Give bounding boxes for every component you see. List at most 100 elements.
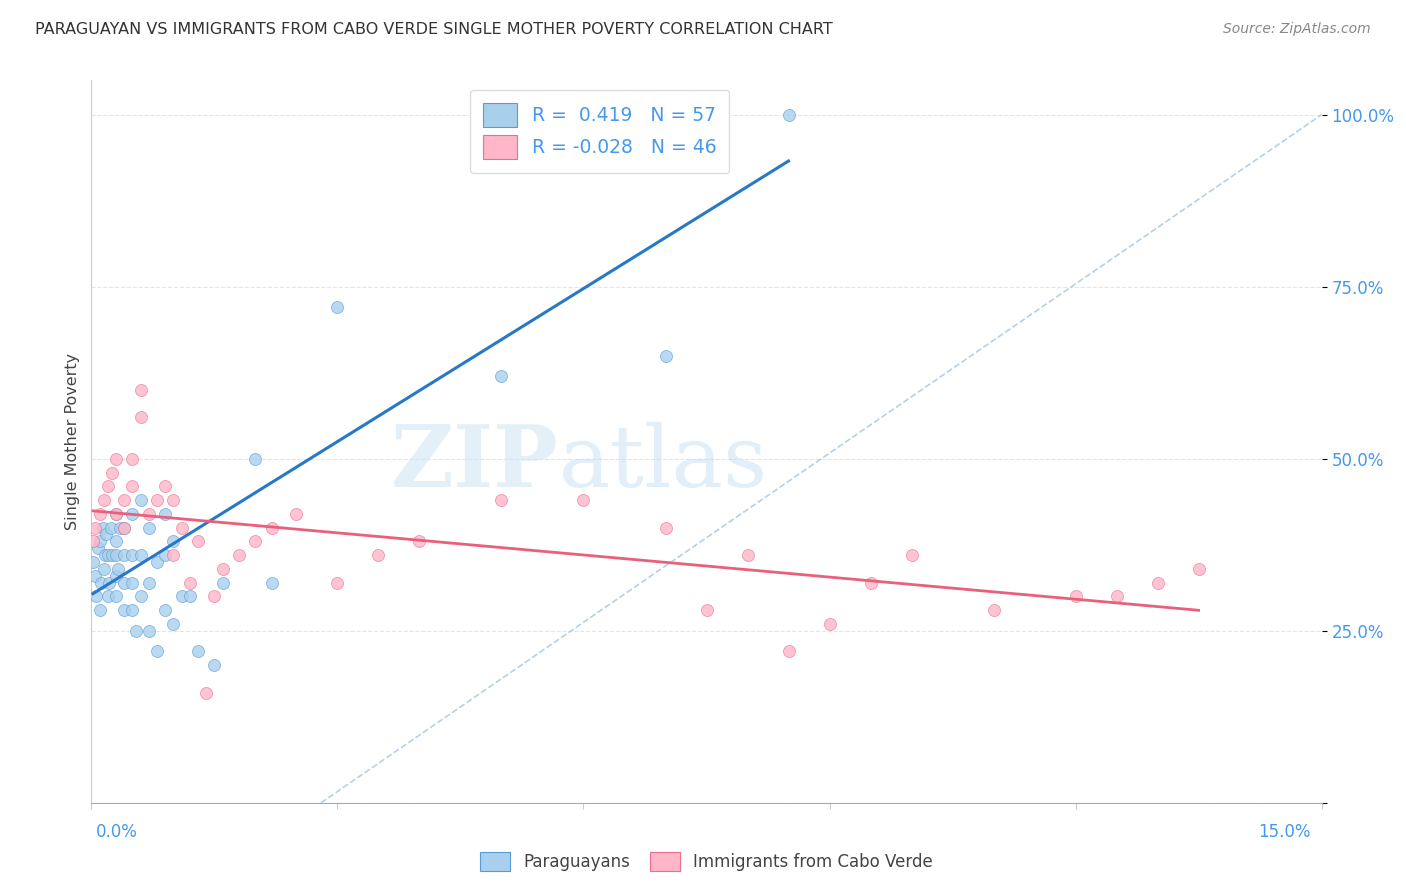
Point xyxy=(105,534,127,549)
Point xyxy=(138,507,160,521)
Point xyxy=(105,590,127,604)
Point xyxy=(146,555,169,569)
Point xyxy=(89,507,111,521)
Point xyxy=(87,541,110,556)
Point xyxy=(121,451,143,466)
Point xyxy=(125,624,148,638)
Point xyxy=(153,603,177,617)
Point xyxy=(326,301,349,315)
Point xyxy=(326,575,349,590)
Point xyxy=(91,520,114,534)
Text: ZIP: ZIP xyxy=(391,421,558,505)
Point xyxy=(98,575,121,590)
Point xyxy=(162,616,184,631)
Point xyxy=(107,562,129,576)
Point xyxy=(162,534,184,549)
Point xyxy=(129,548,152,562)
Point xyxy=(108,520,131,534)
Point xyxy=(146,644,169,658)
Point xyxy=(187,644,209,658)
Point xyxy=(506,108,529,122)
Point xyxy=(211,575,233,590)
Text: 15.0%: 15.0% xyxy=(1258,822,1310,840)
Point xyxy=(82,555,104,569)
Point xyxy=(105,507,127,521)
Point xyxy=(121,575,143,590)
Point xyxy=(82,534,104,549)
Point xyxy=(179,590,201,604)
Text: PARAGUAYAN VS IMMIGRANTS FROM CABO VERDE SINGLE MOTHER POVERTY CORRELATION CHART: PARAGUAYAN VS IMMIGRANTS FROM CABO VERDE… xyxy=(35,22,832,37)
Point xyxy=(170,590,193,604)
Point xyxy=(572,493,595,508)
Point xyxy=(129,590,152,604)
Point xyxy=(129,493,152,508)
Point xyxy=(153,548,177,562)
Point xyxy=(97,590,120,604)
Point xyxy=(93,493,115,508)
Point xyxy=(187,534,209,549)
Point xyxy=(86,590,108,604)
Point xyxy=(1146,575,1168,590)
Point xyxy=(138,575,160,590)
Point xyxy=(228,548,250,562)
Point xyxy=(96,527,117,541)
Point xyxy=(105,451,127,466)
Point xyxy=(153,479,177,493)
Point xyxy=(202,658,225,673)
Point xyxy=(89,603,111,617)
Point xyxy=(737,548,759,562)
Point xyxy=(112,575,135,590)
Point xyxy=(138,624,160,638)
Point xyxy=(89,534,111,549)
Point xyxy=(162,548,184,562)
Point xyxy=(778,108,800,122)
Point xyxy=(179,575,201,590)
Point xyxy=(112,493,135,508)
Point xyxy=(1187,562,1209,576)
Text: 0.0%: 0.0% xyxy=(96,822,138,840)
Point xyxy=(654,520,676,534)
Point xyxy=(112,520,135,534)
Point xyxy=(97,548,120,562)
Point xyxy=(245,451,267,466)
Text: Source: ZipAtlas.com: Source: ZipAtlas.com xyxy=(1223,22,1371,37)
Point xyxy=(97,479,120,493)
Point xyxy=(101,466,124,480)
Point xyxy=(260,575,283,590)
Point xyxy=(129,383,152,397)
Point xyxy=(695,603,717,617)
Point xyxy=(859,575,882,590)
Legend: Paraguayans, Immigrants from Cabo Verde: Paraguayans, Immigrants from Cabo Verde xyxy=(474,845,939,878)
Point xyxy=(408,534,430,549)
Point xyxy=(93,562,115,576)
Point xyxy=(112,603,135,617)
Point xyxy=(101,548,124,562)
Point xyxy=(983,603,1005,617)
Point xyxy=(93,548,115,562)
Point xyxy=(146,493,169,508)
Point xyxy=(129,410,152,425)
Point xyxy=(818,616,841,631)
Point xyxy=(260,520,283,534)
Point xyxy=(491,369,513,384)
Point xyxy=(83,568,105,582)
Point xyxy=(195,686,218,700)
Point xyxy=(245,534,267,549)
Point xyxy=(900,548,922,562)
Point xyxy=(105,548,127,562)
Point xyxy=(84,520,107,534)
Point xyxy=(121,507,143,521)
Point xyxy=(491,493,513,508)
Point xyxy=(112,520,135,534)
Text: atlas: atlas xyxy=(558,422,768,505)
Point xyxy=(105,568,127,582)
Point xyxy=(121,479,143,493)
Y-axis label: Single Mother Poverty: Single Mother Poverty xyxy=(65,353,80,530)
Point xyxy=(778,644,800,658)
Point xyxy=(90,575,112,590)
Point xyxy=(138,520,160,534)
Point xyxy=(211,562,233,576)
Point xyxy=(367,548,389,562)
Point xyxy=(121,603,143,617)
Point xyxy=(1064,590,1087,604)
